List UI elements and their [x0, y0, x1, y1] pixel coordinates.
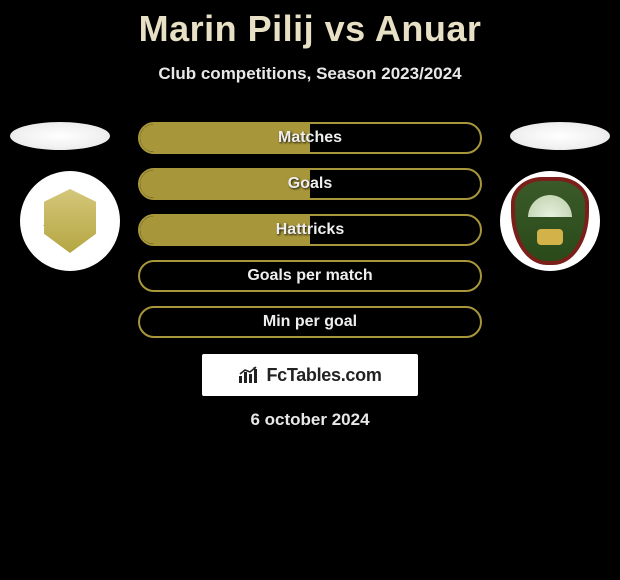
- page-title: Marin Pilij vs Anuar: [0, 0, 620, 50]
- player-right-photo-slot: [510, 122, 610, 150]
- snapshot-date: 6 october 2024: [0, 410, 620, 430]
- season-subtitle: Club competitions, Season 2023/2024: [0, 64, 620, 84]
- stat-row: Min per goal: [138, 306, 482, 338]
- chart-icon: [238, 366, 260, 384]
- stat-row: Hattricks0: [138, 214, 482, 246]
- stat-row: Goals per match: [138, 260, 482, 292]
- stat-label: Goals per match: [140, 262, 480, 290]
- stat-label: Matches: [140, 124, 480, 152]
- club-badge-right: [500, 171, 600, 271]
- stat-row: Matches1: [138, 122, 482, 154]
- club-badge-left: TERENGGANU: [20, 171, 120, 271]
- stats-container: Matches1 Goals0 Hattricks0 Goals per match M…: [138, 122, 482, 352]
- player-left-photo-slot: [10, 122, 110, 150]
- brand-box[interactable]: FcTables.com: [202, 354, 418, 396]
- club-badge-left-label: TERENGGANU: [20, 225, 120, 232]
- club-badge-right-shield: [511, 177, 589, 265]
- stat-label: Hattricks: [140, 216, 480, 244]
- stat-row: Goals0: [138, 168, 482, 200]
- stat-label: Min per goal: [140, 308, 480, 336]
- brand-text: FcTables.com: [266, 365, 381, 386]
- stat-label: Goals: [140, 170, 480, 198]
